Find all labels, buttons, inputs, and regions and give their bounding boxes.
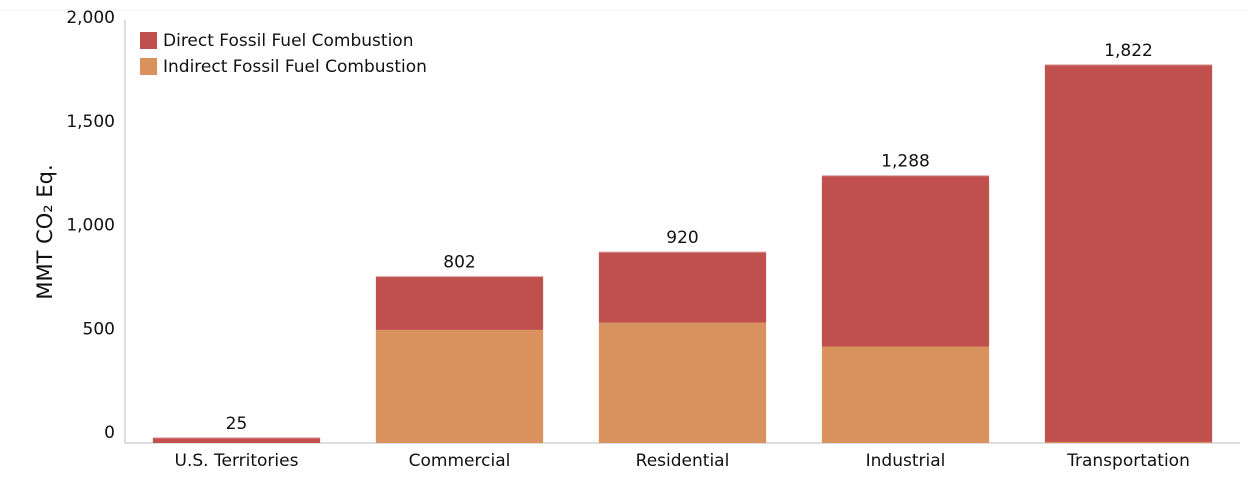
y-tick-label: 1,000 (66, 216, 115, 236)
x-tick-label: Residential (636, 451, 730, 471)
bar-segment (598, 252, 767, 323)
total-label: 25 (226, 414, 248, 434)
total-label: 802 (443, 253, 475, 273)
y-axis-title: MMT CO₂ Eq. (33, 164, 57, 299)
total-label: 1,288 (881, 152, 930, 172)
bar-segment (375, 329, 544, 443)
legend-label: Indirect Fossil Fuel Combustion (163, 57, 427, 77)
bar-segment (1044, 441, 1213, 443)
bar-segment (598, 322, 767, 443)
total-label: 920 (666, 228, 698, 248)
bar-segment (821, 175, 990, 347)
legend-swatch (140, 58, 157, 75)
legend-label: Direct Fossil Fuel Combustion (163, 31, 413, 51)
bar-segment (821, 346, 990, 443)
y-tick-label: 2,000 (66, 8, 115, 28)
total-label: 1,822 (1104, 41, 1153, 61)
x-tick-label: Transportation (1066, 451, 1190, 471)
legend-swatch (140, 32, 157, 49)
y-tick-label: 1,500 (66, 112, 115, 132)
bar-segment (375, 276, 544, 330)
x-tick-label: Commercial (409, 451, 511, 471)
y-tick-label: 500 (83, 319, 115, 339)
bar-segment (1044, 64, 1213, 442)
x-tick-label: U.S. Territories (175, 451, 299, 471)
x-tick-label: Industrial (866, 451, 946, 471)
bar-segment (152, 437, 321, 443)
y-tick-label: 0 (104, 423, 115, 443)
